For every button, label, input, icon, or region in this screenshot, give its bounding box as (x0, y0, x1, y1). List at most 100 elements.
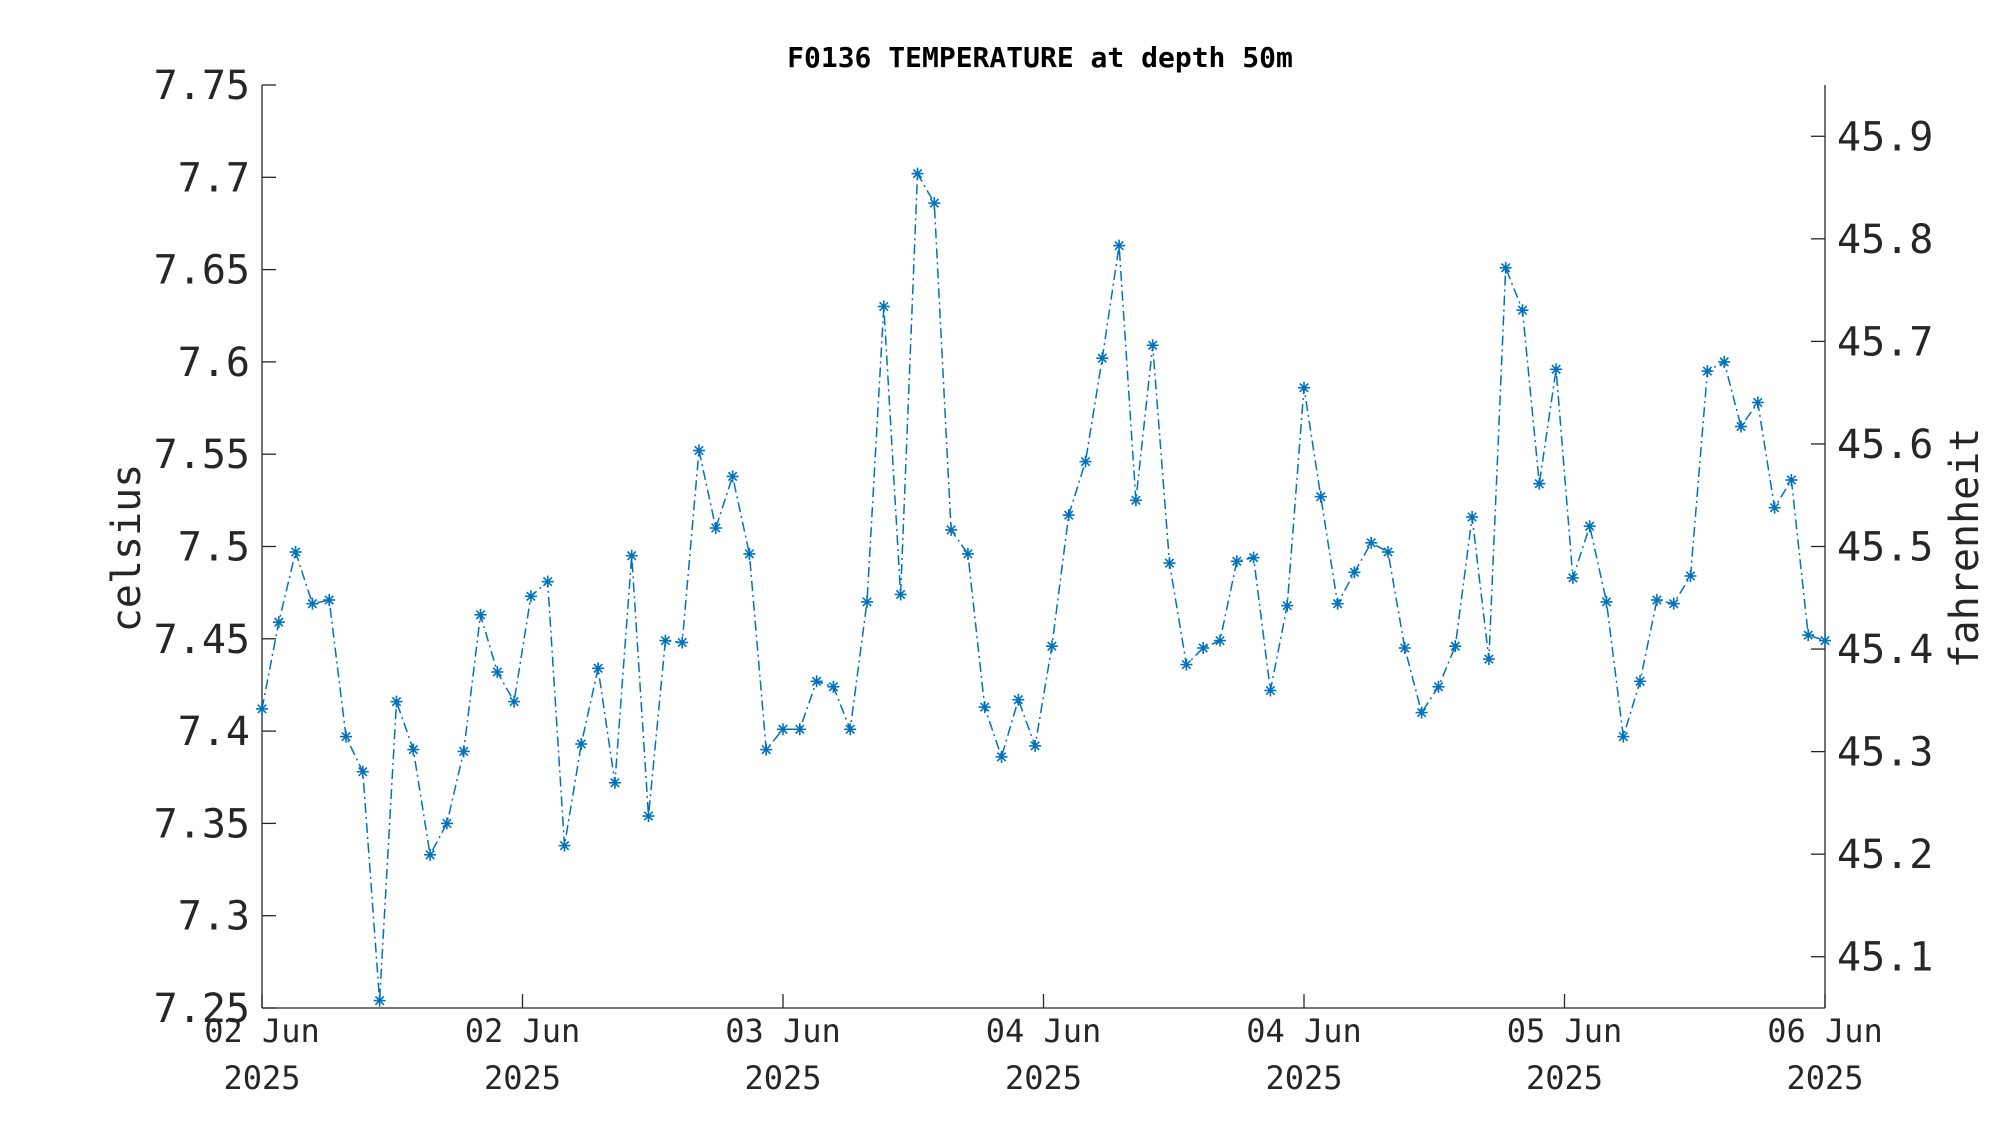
data-point (1600, 595, 1613, 608)
data-point (1230, 555, 1243, 568)
data-point (642, 810, 655, 822)
data-point (877, 300, 890, 313)
data-point (793, 723, 806, 736)
data-point (440, 817, 453, 830)
data-point (1802, 629, 1815, 642)
data-point (961, 547, 974, 560)
data-point (1214, 634, 1226, 647)
data-point (625, 549, 638, 562)
x-tick-label-year: 2025 (223, 1059, 300, 1097)
left-tick-label: 7.45 (154, 617, 250, 663)
data-point (777, 723, 789, 736)
data-point (1247, 551, 1260, 564)
series-temperature (256, 167, 1831, 1007)
right-tick-label: 45.4 (1837, 627, 1933, 673)
x-tick-label-year: 2025 (744, 1059, 821, 1097)
data-point (323, 594, 336, 606)
left-tick-label: 7.75 (154, 63, 250, 109)
data-point (340, 730, 352, 743)
y-axis-label-left: celsius (104, 464, 150, 633)
data-point (1012, 693, 1025, 706)
data-point (491, 666, 504, 678)
data-point (743, 547, 756, 560)
data-point (1819, 634, 1831, 647)
data-point (457, 745, 470, 758)
left-y-axis: 7.25 7.3 7.35 7.4 7.45 7.5 7.55 7.6 7.65 7.7 7.75 (154, 63, 276, 1032)
data-point (1482, 653, 1495, 666)
data-point (1667, 597, 1680, 610)
data-point (1113, 239, 1126, 252)
data-point (1566, 571, 1579, 584)
x-tick-label-date: 02 Jun (465, 1012, 581, 1050)
data-point (289, 546, 302, 558)
data-point (407, 743, 420, 756)
data-point (272, 616, 285, 629)
data-point (676, 636, 689, 649)
data-point (861, 595, 873, 608)
data-point (608, 776, 621, 789)
data-point (1684, 570, 1697, 582)
x-tick-label-date: 05 Jun (1507, 1012, 1623, 1050)
data-point (894, 588, 907, 601)
right-tick-label: 45.5 (1837, 525, 1933, 571)
data-point (1650, 594, 1663, 606)
right-tick-label: 45.8 (1837, 217, 1933, 263)
data-point (524, 590, 537, 603)
left-tick-label: 7.65 (154, 248, 250, 294)
x-tick-label-date: 02 Jun (204, 1012, 320, 1050)
data-point (1516, 304, 1529, 317)
data-point (1062, 509, 1075, 522)
right-tick-label: 45.6 (1837, 422, 1933, 468)
data-point (760, 743, 773, 756)
data-point (693, 444, 705, 457)
data-point (709, 522, 722, 534)
data-point (1432, 680, 1445, 693)
data-point (659, 634, 672, 647)
right-tick-label: 45.2 (1837, 832, 1933, 878)
data-point (1348, 566, 1361, 579)
right-tick-label: 45.9 (1837, 114, 1933, 160)
data-point (1550, 363, 1563, 376)
data-point (541, 575, 554, 588)
right-y-axis: 45.1 45.2 45.3 45.4 45.5 45.6 45.7 45.8 45.9 (1811, 114, 1933, 981)
left-tick-label: 7.55 (154, 432, 250, 478)
data-point (1281, 599, 1294, 612)
data-point (1096, 352, 1109, 365)
left-tick-label: 7.3 (178, 894, 250, 940)
data-point (1045, 640, 1058, 653)
data-point (1751, 396, 1764, 409)
data-point (995, 750, 1008, 763)
data-point (1146, 339, 1159, 352)
left-tick-label: 7.5 (178, 525, 250, 571)
data-point (373, 994, 386, 1007)
data-point (1735, 420, 1747, 433)
left-tick-label: 7.4 (178, 709, 250, 755)
x-axis: 02 Jun 2025 02 Jun 2025 03 Jun 2025 04 Jun 2025… (204, 994, 1883, 1097)
series-line (261, 170, 1826, 1001)
data-point (726, 470, 739, 483)
data-point (575, 738, 588, 750)
data-point (1415, 706, 1428, 719)
data-point (1298, 381, 1310, 394)
data-point (1718, 355, 1731, 368)
data-point (844, 723, 857, 736)
data-point (1382, 546, 1394, 558)
left-tick-label: 7.25 (154, 986, 250, 1032)
data-point (390, 695, 403, 708)
data-point (1264, 684, 1277, 697)
left-tick-label: 7.35 (154, 801, 250, 847)
data-point (1180, 658, 1193, 671)
data-point (1533, 477, 1546, 490)
chart-title: F0136 TEMPERATURE at depth 50m (787, 41, 1293, 74)
data-point (474, 608, 487, 621)
x-tick-label-date: 04 Jun (1246, 1012, 1362, 1050)
x-tick-label-year: 2025 (1005, 1059, 1082, 1097)
x-tick-label-date: 06 Jun (1767, 1012, 1883, 1050)
data-point (1499, 261, 1512, 274)
data-point (928, 197, 941, 210)
data-point (945, 523, 958, 536)
data-point (1398, 642, 1411, 654)
data-point (1331, 597, 1344, 610)
data-point (1163, 557, 1176, 570)
data-point (1701, 365, 1714, 378)
